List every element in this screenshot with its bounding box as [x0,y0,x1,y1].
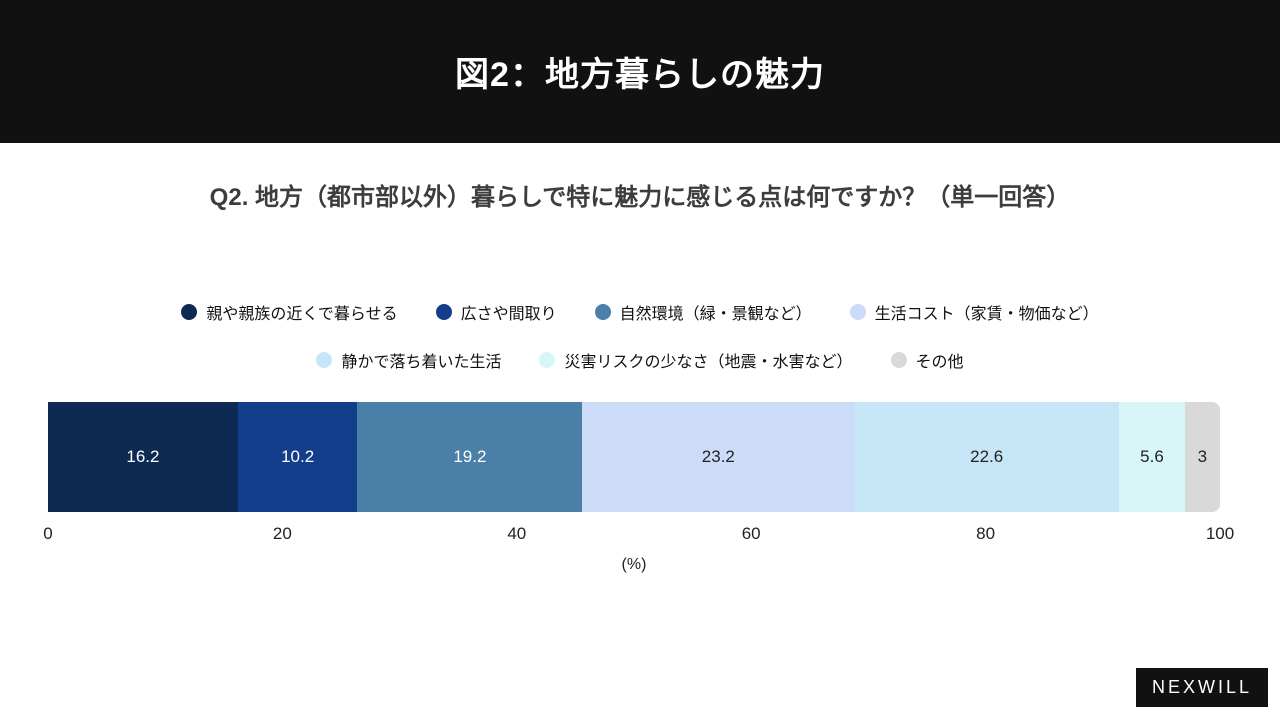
legend-label: 自然環境（緑・景観など） [619,306,812,323]
bar-segment-value: 23.2 [701,447,735,466]
legend-label: 広さや間取り [460,306,557,323]
legend-dot-icon [890,352,907,368]
legend-label: その他 [915,354,964,371]
legend-label: 災害リスクの少なさ（地震・水害など） [564,354,853,371]
nexwill-logo: NEXWILL [1135,668,1268,707]
page-title: 図2：地方暮らしの魅力 [455,56,825,94]
legend-item: その他 [890,348,964,372]
legend-dot-icon [316,352,333,368]
stacked-bar: 16.2 10.2 19.2 23.2 22.6 5.6 3 [48,402,1220,512]
bar-segment: 23.2 [582,402,855,512]
x-axis-tick: 40 [507,524,527,543]
legend-dot-icon [181,304,198,320]
legend-item: 災害リスクの少なさ（地震・水害など） [539,348,853,372]
legend-item: 親や親族の近くで暮らせる [181,300,398,324]
legend-item: 広さや間取り [435,300,557,324]
legend-label: 生活コスト（家賃・物価など） [874,306,1099,323]
bar-segment-value: 22.6 [970,447,1004,466]
legend-dot-icon [539,352,556,368]
header-band: 図2：地方暮らしの魅力 [0,0,1280,143]
bar-segment-value: 3 [1197,447,1208,466]
legend-label: 静かで落ち着いた生活 [341,354,502,371]
chart-legend: 親や親族の近くで暮らせる 広さや間取り 自然環境（緑・景観など） 生活コスト（家賃・物… [0,300,1280,372]
x-axis-tick: 0 [43,524,53,543]
x-axis-tick: 60 [741,524,761,543]
x-axis-unit-label: (%) [621,556,647,573]
x-axis-tick: 80 [976,524,996,543]
legend-dot-icon [594,304,611,320]
x-axis-tick: 100 [1205,524,1235,543]
x-axis-tick: 20 [272,524,292,543]
legend-item: 自然環境（緑・景観など） [594,300,812,324]
bar-segment: 19.2 [357,402,583,512]
bar-segment: 22.6 [854,402,1120,512]
bar-segment: 3 [1184,402,1220,512]
bar-segment-value: 5.6 [1140,447,1164,466]
legend-item: 生活コスト（家賃・物価など） [849,300,1099,324]
bar-segment-value: 10.2 [281,447,315,466]
stacked-bar-chart: 16.2 10.2 19.2 23.2 22.6 5.6 3 0 20 40 60 80 100 (%… [43,402,1234,574]
question-title: Q2. 地方（都市部以外）暮らしで特に魅力に感じる点は何ですか？（単一回答） [209,184,1071,211]
x-axis: 0 20 40 60 80 100 [43,524,1234,546]
bar-segment-value: 16.2 [126,447,160,466]
bar-segment-value: 19.2 [453,447,487,466]
legend-label: 親や親族の近くで暮らせる [206,306,398,323]
bar-segment: 10.2 [237,402,358,512]
bar-segment: 16.2 [48,402,238,512]
legend-dot-icon [849,304,866,320]
legend-item: 静かで落ち着いた生活 [316,348,501,372]
legend-dot-icon [435,304,452,320]
legend-row: 静かで落ち着いた生活 災害リスクの少なさ（地震・水害など） その他 [316,348,964,372]
legend-row: 親や親族の近くで暮らせる 広さや間取り 自然環境（緑・景観など） 生活コスト（家賃・物… [181,300,1099,324]
bar-segment: 5.6 [1119,402,1185,512]
